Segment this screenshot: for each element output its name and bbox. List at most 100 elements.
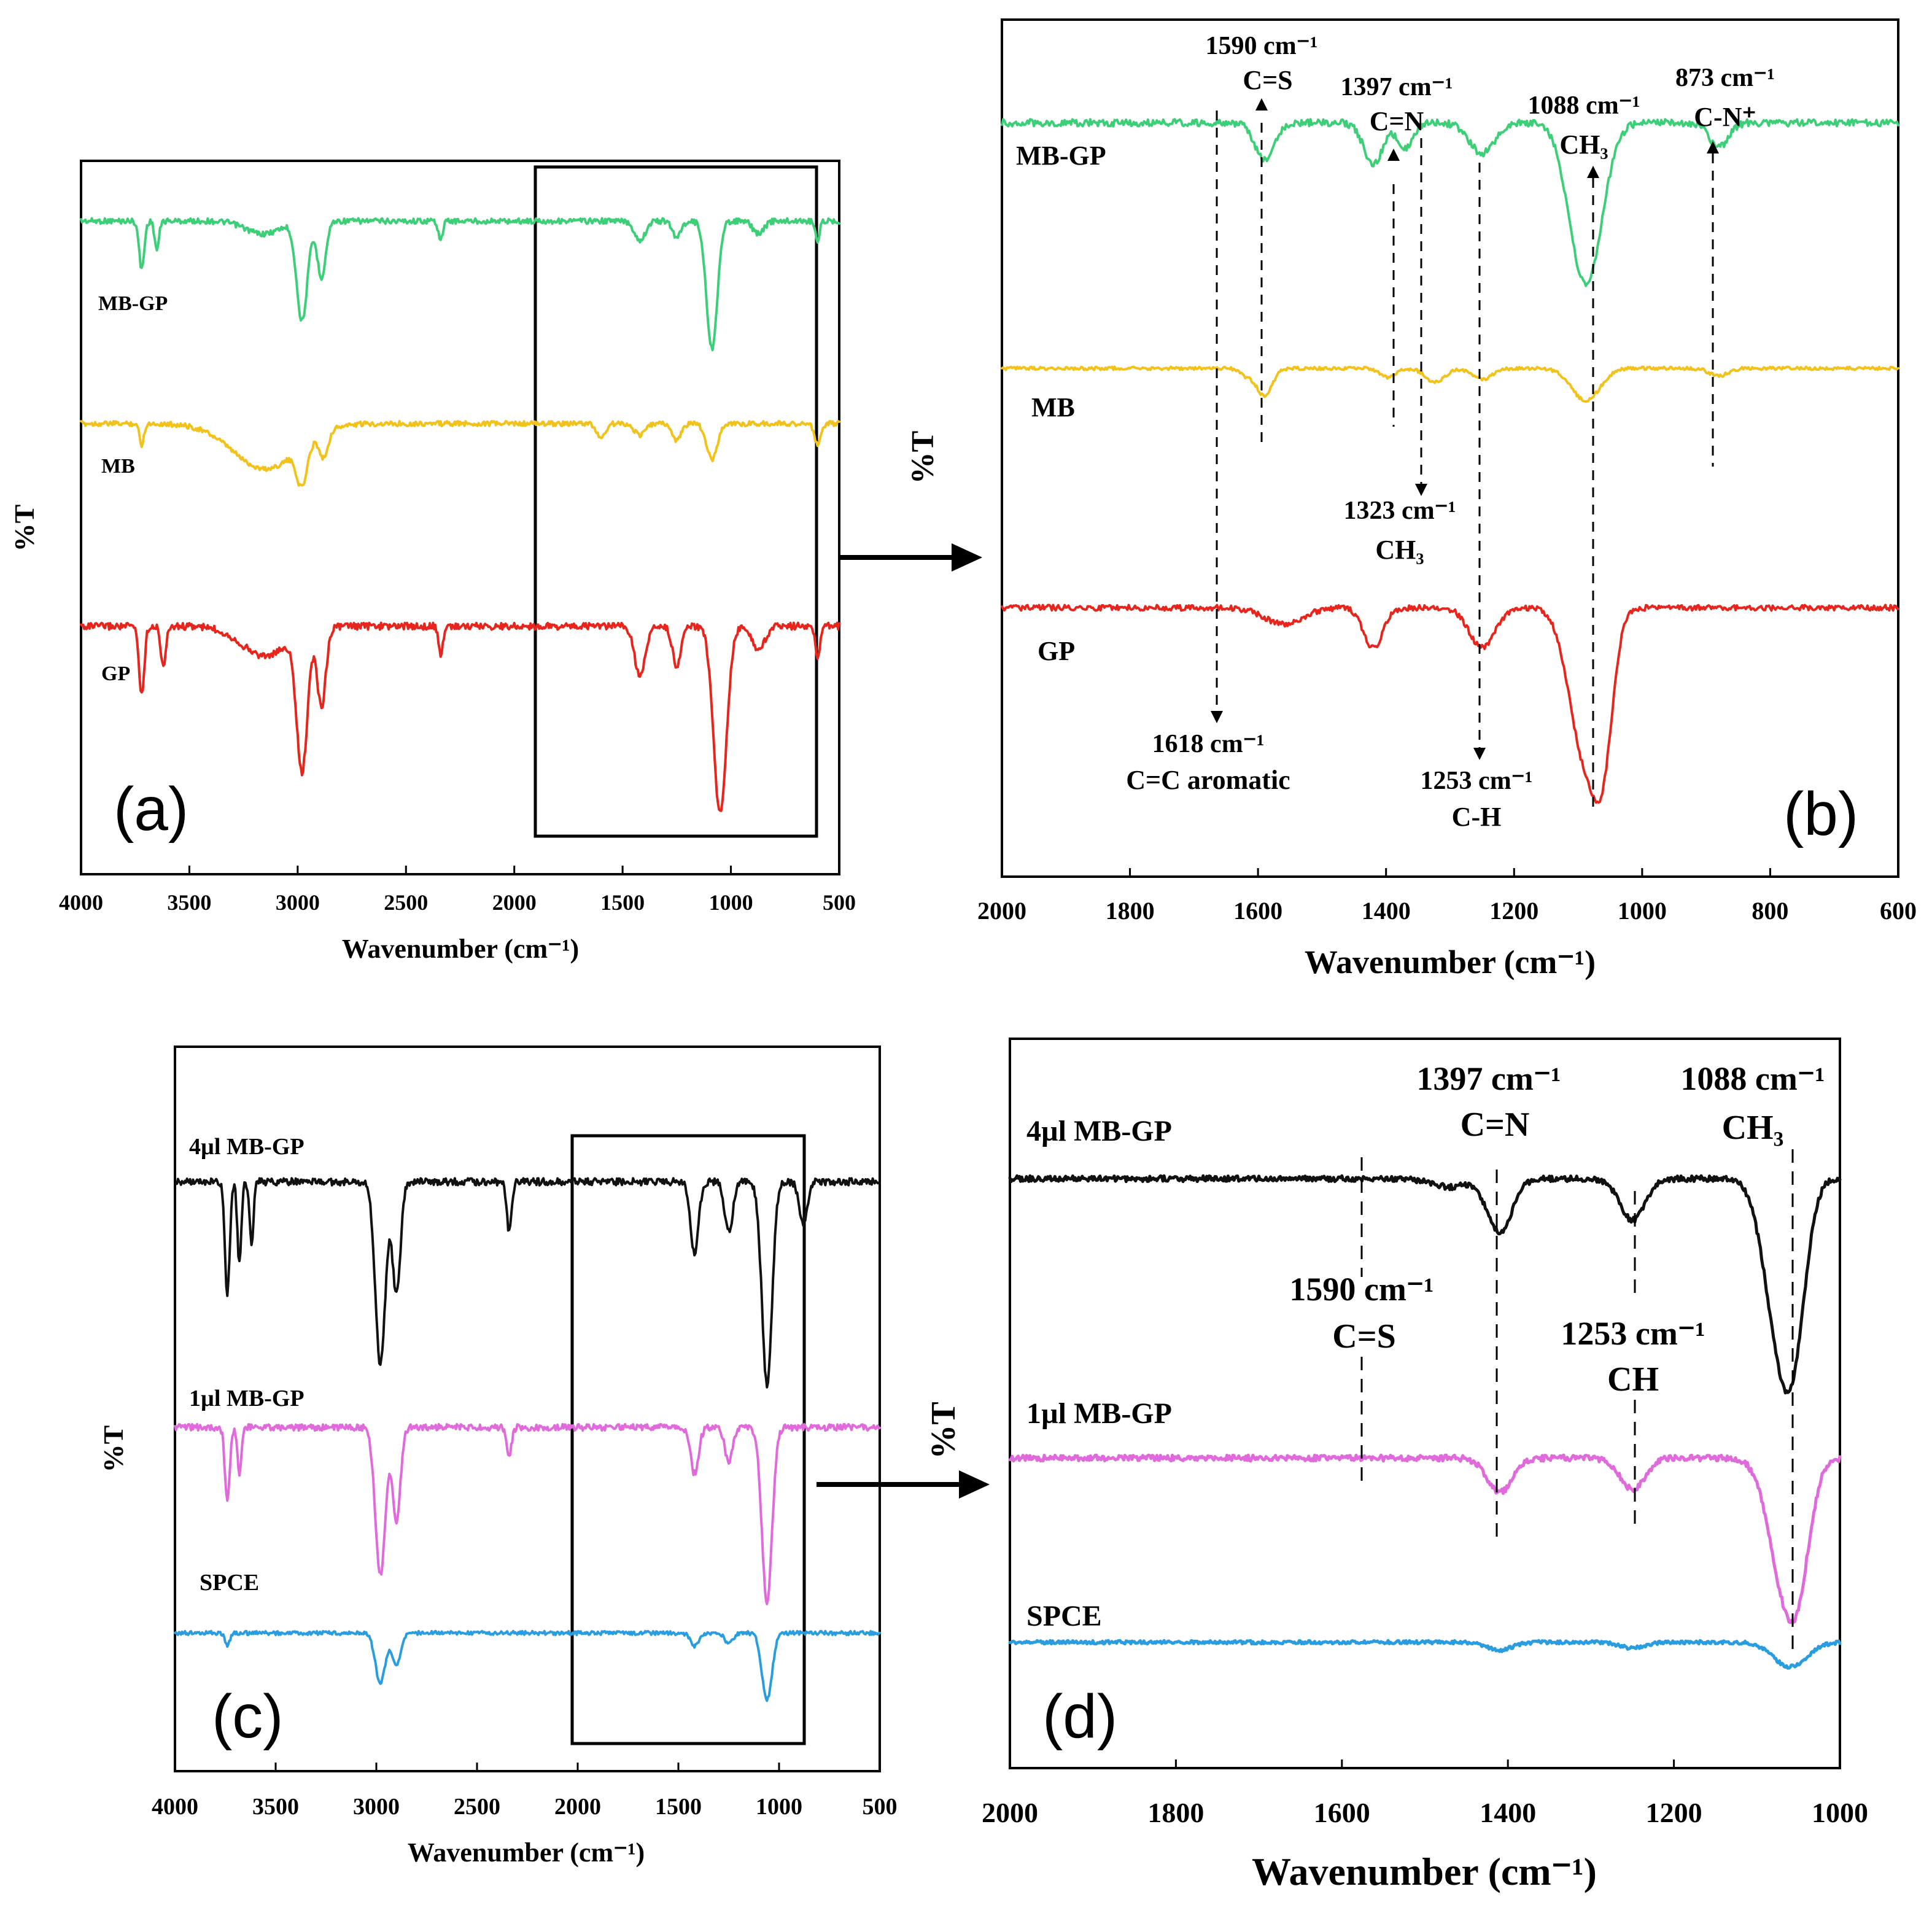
- x-tick-label: 1000: [1812, 1797, 1868, 1828]
- x-tick-label: 2500: [454, 1794, 500, 1820]
- x-tick-label: 3500: [167, 890, 211, 915]
- spectrum-mb: [80, 420, 840, 487]
- band-group: C=C aromatic: [1126, 765, 1290, 795]
- band-wavenumber: 1618 cm⁻¹: [1152, 730, 1265, 758]
- x-tick-label: 2000: [977, 897, 1026, 925]
- series-label-mb-gp: MB-GP: [98, 292, 168, 315]
- band-wavenumber: 1397 cm⁻¹: [1416, 1060, 1561, 1097]
- y-axis-title: %T: [9, 505, 40, 552]
- x-tick-label: 1200: [1489, 897, 1538, 925]
- panel-label: (d): [1042, 1682, 1117, 1751]
- y-axis-title: %T: [98, 1426, 129, 1473]
- band-wavenumber: 1253 cm⁻¹: [1421, 767, 1533, 795]
- series-label-4ul-mb-gp: 4µl MB-GP: [1026, 1115, 1172, 1147]
- band-group: C=N: [1370, 106, 1424, 136]
- x-tick-label: 1600: [1314, 1797, 1370, 1828]
- band-group: C=S: [1243, 65, 1292, 95]
- x-tick-label: 1800: [1106, 897, 1155, 925]
- x-tick-label: 2000: [492, 890, 537, 915]
- x-tick-label: 4000: [59, 890, 103, 915]
- series-label-gp: GP: [1038, 636, 1075, 666]
- x-axis-title: Wavenumber (cm⁻¹): [342, 934, 579, 964]
- band-group: CH: [1607, 1360, 1659, 1399]
- x-axis: 4000 3500 3000 2500 2000 1500 1000 500: [59, 866, 856, 915]
- plot-frame: [1001, 18, 1899, 878]
- x-tick-label: 2000: [982, 1797, 1038, 1828]
- x-axis-title: Wavenumber (cm⁻¹): [408, 1837, 645, 1868]
- band-wavenumber: 1323 cm⁻¹: [1344, 497, 1456, 525]
- zoom-region-box: [570, 1134, 806, 1745]
- x-tick-label: 1800: [1147, 1797, 1204, 1828]
- x-axis-title: Wavenumber (cm⁻¹): [1252, 1850, 1597, 1893]
- x-tick-label: 500: [863, 1794, 898, 1820]
- spectrum-1ul-mb-gp: [1008, 1453, 1842, 1624]
- band-wavenumber: 1088 cm⁻¹: [1680, 1060, 1825, 1097]
- spectrum-gp: [1001, 603, 1899, 804]
- x-tick-label: 3000: [353, 1794, 400, 1820]
- x-tick-label: 1500: [655, 1794, 702, 1820]
- panel-label: (c): [212, 1682, 284, 1751]
- band-wavenumber: 873 cm⁻¹: [1675, 64, 1775, 92]
- series-label-mb-gp: MB-GP: [1016, 141, 1106, 171]
- band-wavenumber: 1590 cm⁻¹: [1289, 1271, 1433, 1308]
- series-label-spce: SPCE: [1026, 1600, 1102, 1632]
- band-group: C-H: [1452, 802, 1502, 832]
- series-label-1ul-mb-gp: 1µl MB-GP: [1026, 1397, 1172, 1430]
- x-tick-label: 2500: [384, 890, 428, 915]
- band-wavenumber: 1253 cm⁻¹: [1561, 1315, 1705, 1352]
- plot-frame: [1009, 1038, 1841, 1769]
- series-label-spce: SPCE: [200, 1570, 259, 1596]
- spectrum-spce: [174, 1629, 881, 1702]
- zoom-region-box: [533, 165, 818, 838]
- x-tick-label: 1000: [1618, 897, 1667, 925]
- zoom-arrow-cd: [817, 1470, 990, 1499]
- spectrum-mb: [1001, 365, 1899, 403]
- x-tick-label: 1400: [1480, 1797, 1536, 1828]
- x-tick-label: 1400: [1362, 897, 1411, 925]
- x-tick-label: 1200: [1646, 1797, 1702, 1828]
- panel-d: 2000 1800 1600 1400 1200 1000 Wavenumber (cm⁻…: [925, 1038, 1868, 1893]
- x-tick-label: 3500: [252, 1794, 299, 1820]
- band-group: CH₃: [1722, 1109, 1784, 1147]
- spectrum-mb-gp: [80, 217, 840, 352]
- plot-frame: [80, 160, 840, 875]
- x-tick-label: 2000: [554, 1794, 601, 1820]
- band-group: CH₃: [1375, 535, 1424, 565]
- x-tick-label: 1500: [600, 890, 645, 915]
- x-tick-label: 4000: [152, 1794, 198, 1820]
- x-axis-title: Wavenumber (cm⁻¹): [1305, 944, 1596, 980]
- series-label-4ul-mb-gp: 4µl MB-GP: [189, 1134, 305, 1160]
- band-wavenumber: 1397 cm⁻¹: [1341, 73, 1453, 101]
- panel-c: 4000 3500 3000 2500 2000 1500 1000 500 Wavenumb…: [98, 1046, 898, 1868]
- panel-label: (a): [114, 775, 188, 844]
- y-axis-title: %T: [925, 1402, 963, 1459]
- x-axis: 2000 1800 1600 1400 1200 1000: [982, 1760, 1868, 1828]
- panel-a: 4000 3500 3000 2500 2000 1500 1000 500 Wavenumb…: [9, 160, 856, 964]
- series-label-mb: MB: [1031, 392, 1075, 422]
- x-tick-label: 600: [1880, 897, 1917, 925]
- x-axis: 4000 3500 3000 2500 2000 1500 1000 500: [152, 1763, 898, 1820]
- band-group: C=S: [1332, 1317, 1396, 1356]
- y-axis-title: %T: [906, 431, 941, 484]
- spectrum-mb-gp: [1001, 118, 1899, 287]
- band-wavenumber: 1590 cm⁻¹: [1206, 32, 1318, 60]
- spectrum-1ul-mb-gp: [174, 1422, 881, 1605]
- plot-frame: [174, 1046, 881, 1772]
- x-tick-label: 3000: [276, 890, 320, 915]
- spectrum-4ul-mb-gp: [174, 1177, 881, 1389]
- panel-label: (b): [1783, 780, 1858, 848]
- series-label-gp: GP: [101, 662, 130, 685]
- zoom-arrow-ab: [840, 543, 982, 572]
- band-wavenumber: 1088 cm⁻¹: [1528, 91, 1640, 120]
- band-group: CH₃: [1559, 130, 1608, 160]
- series-label-mb: MB: [101, 455, 135, 478]
- band-group: C=N: [1461, 1106, 1530, 1144]
- x-tick-label: 800: [1752, 897, 1788, 925]
- band-group: C-N⁺: [1694, 102, 1756, 132]
- spectrum-4ul-mb-gp: [1008, 1174, 1842, 1395]
- band-markers: [1360, 1149, 1794, 1658]
- x-tick-label: 1000: [756, 1794, 802, 1820]
- x-axis: 2000 1800 1600 1400 1200 1000 800 600: [977, 868, 1917, 925]
- spectrum-spce: [1008, 1639, 1842, 1670]
